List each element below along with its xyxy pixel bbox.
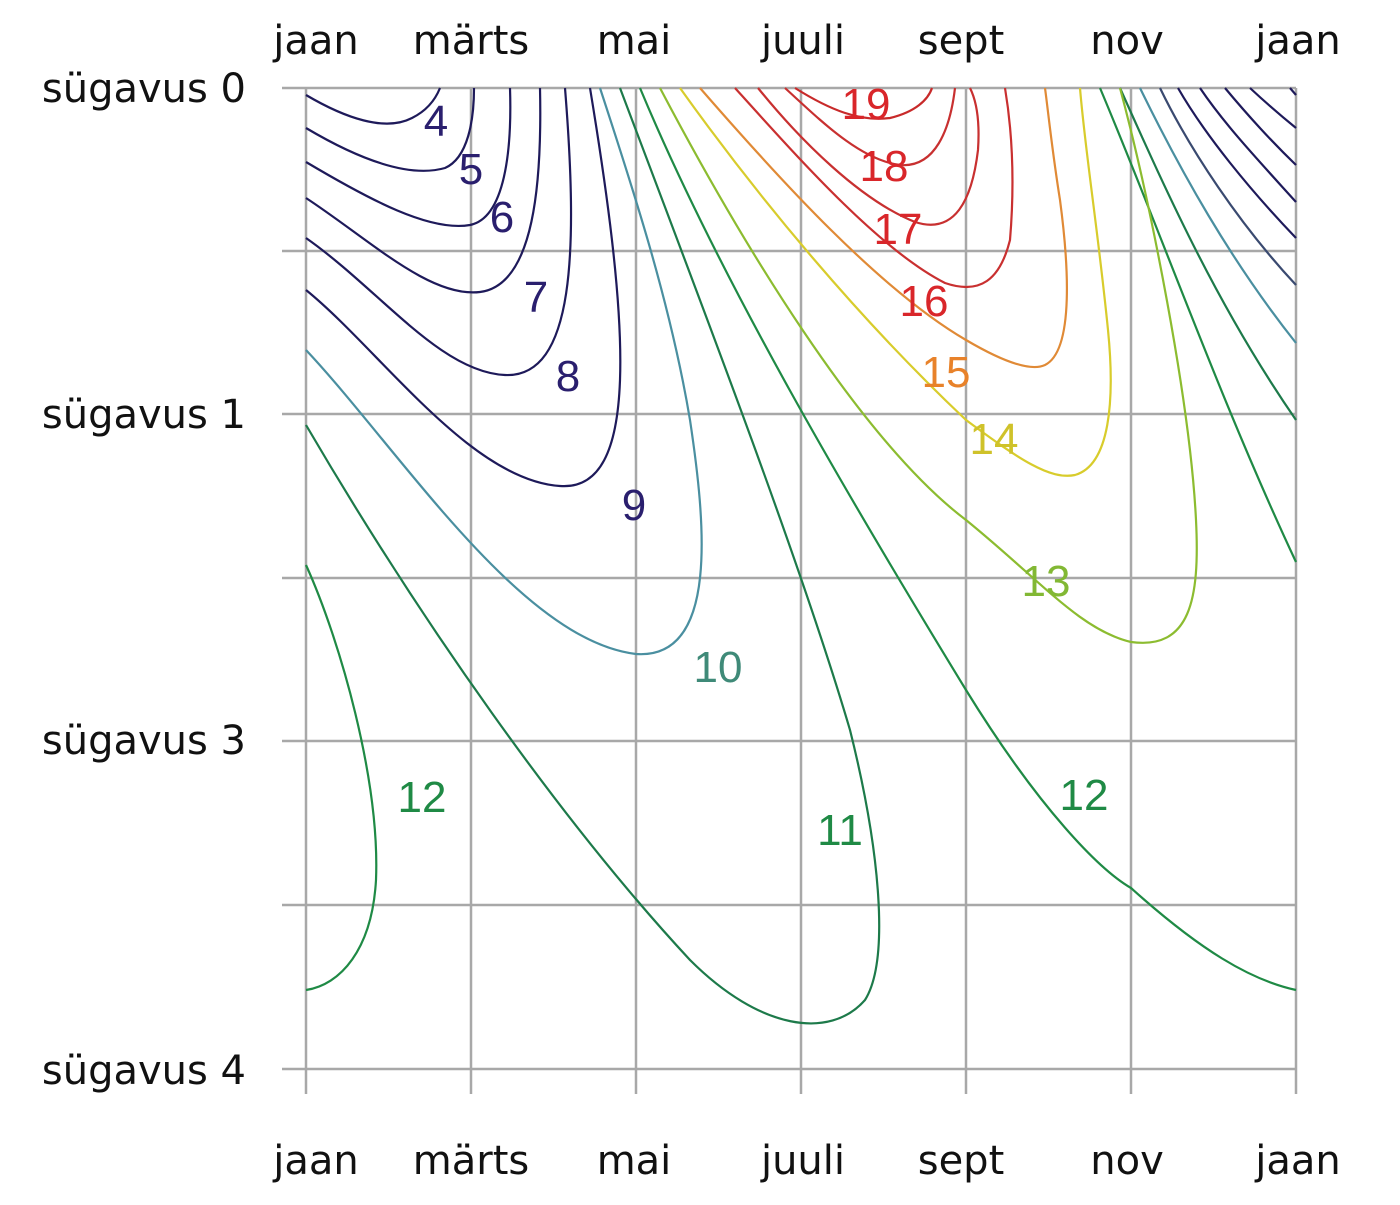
- x-tick-bottom: nov: [1090, 1138, 1164, 1184]
- isotherm-5-right: [1249, 87, 1297, 129]
- isotherm-9: [305, 87, 622, 488]
- isotherm-15: [699, 87, 1069, 369]
- x-tick-top: sept: [918, 18, 1005, 64]
- x-tick-top: märts: [413, 18, 529, 64]
- isotherm-8-right: [1177, 87, 1297, 239]
- contour-label: 17: [874, 205, 923, 254]
- y-axis: sügavus 0 sügavus 1 sügavus 3 sügavus 4: [42, 66, 246, 1094]
- isotherm-17: [757, 87, 980, 226]
- isotherm-7-right: [1199, 87, 1297, 203]
- isotherm-13: [659, 87, 1198, 644]
- contour-lines: [304, 87, 1297, 1025]
- isotherm-14: [679, 87, 1112, 477]
- contour-label: 19: [842, 80, 891, 129]
- contour-label: 18: [860, 142, 909, 191]
- contour-label: 10: [694, 643, 743, 692]
- isotherm-11-right: [1118, 87, 1297, 421]
- isotherm-19: [794, 87, 934, 120]
- x-tick-bottom: juuli: [760, 1138, 845, 1184]
- contour-label: 9: [622, 481, 646, 530]
- isotherm-18: [784, 87, 957, 167]
- isotherm-16: [734, 87, 1014, 288]
- x-tick-bottom: sept: [918, 1138, 1005, 1184]
- isotherm-8: [305, 87, 573, 377]
- contour-labels: 4 5 6 7 8 9 10 11 12 12 13 14 15 16 17 1…: [398, 80, 1109, 855]
- contour-label: 12: [398, 773, 447, 822]
- x-axis-bottom: jaan märts mai juuli sept nov jaan: [272, 1138, 1341, 1184]
- isotherm-10-right: [1139, 87, 1297, 344]
- x-tick-bottom: jaan: [272, 1138, 359, 1184]
- x-axis-top: jaan märts mai juuli sept nov jaan: [272, 18, 1341, 64]
- isotherm-5: [305, 87, 476, 172]
- contour-label: 6: [490, 193, 514, 242]
- isotherm-9-right: [1159, 87, 1297, 286]
- contour-label: 11: [817, 806, 863, 855]
- isotherm-6-right: [1224, 87, 1297, 166]
- x-tick-top: juuli: [760, 18, 845, 64]
- contour-label: 14: [970, 415, 1019, 464]
- isotherm-12-right: [1098, 87, 1297, 563]
- contour-label: 13: [1022, 557, 1071, 606]
- x-tick-bottom: jaan: [1254, 1138, 1341, 1184]
- x-tick-top: nov: [1090, 18, 1164, 64]
- x-tick-bottom: märts: [413, 1138, 529, 1184]
- isotherm-12: [638, 87, 1297, 992]
- y-tick: sügavus 3: [42, 718, 246, 764]
- isotherm-4: [305, 87, 442, 125]
- isotherm-12-left: [304, 564, 378, 992]
- contour-label: 8: [556, 352, 580, 401]
- isotherm-11: [305, 87, 881, 1025]
- y-tick: sügavus 0: [42, 66, 246, 112]
- isotherm-4-right: [1289, 87, 1297, 96]
- contour-label: 4: [424, 97, 448, 146]
- isotherm-10: [305, 87, 703, 656]
- y-tick: sügavus 1: [42, 392, 246, 438]
- contour-label: 15: [922, 348, 971, 397]
- x-tick-bottom: mai: [597, 1138, 672, 1184]
- grid: [282, 86, 1298, 1094]
- isotherm-6: [305, 87, 512, 228]
- x-tick-top: jaan: [272, 18, 359, 64]
- x-tick-top: mai: [597, 18, 672, 64]
- contour-label: 16: [900, 277, 949, 326]
- contour-label: 5: [459, 145, 483, 194]
- y-tick: sügavus 4: [42, 1048, 246, 1094]
- isotherm-7: [305, 87, 542, 294]
- contour-label: 7: [524, 273, 548, 322]
- contour-label: 12: [1060, 771, 1109, 820]
- x-tick-top: jaan: [1254, 18, 1341, 64]
